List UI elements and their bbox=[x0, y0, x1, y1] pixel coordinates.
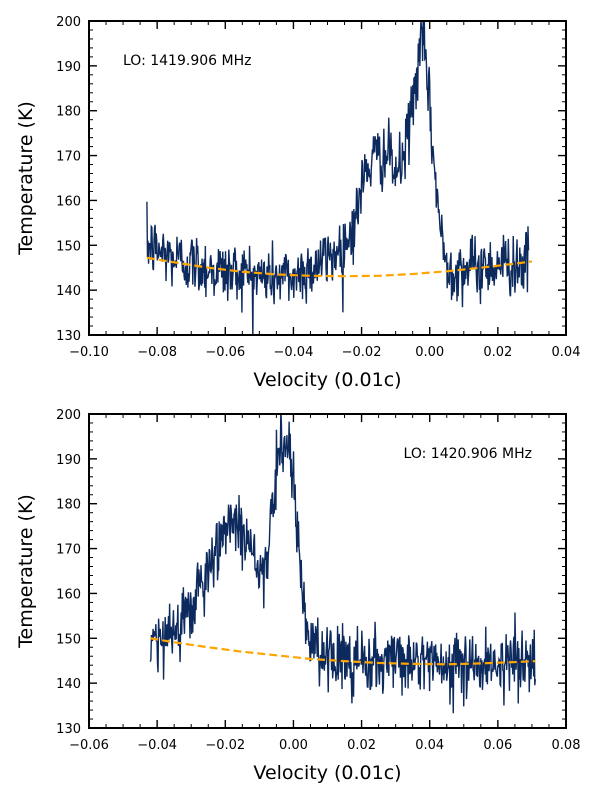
y-tick-label: 170 bbox=[56, 150, 81, 165]
y-tick-label: 200 bbox=[56, 408, 81, 423]
spectrum-line bbox=[149, 414, 537, 714]
x-tick-label: 0.00 bbox=[415, 345, 444, 360]
x-tick-label: −0.04 bbox=[274, 345, 314, 360]
y-tick-label: 160 bbox=[56, 587, 81, 602]
x-tick-label: −0.02 bbox=[342, 345, 382, 360]
x-tick-label: −0.06 bbox=[205, 345, 245, 360]
y-axis-title: Temperature (K) bbox=[15, 101, 37, 256]
y-tick-label: 130 bbox=[56, 329, 81, 344]
x-tick-label: 0.08 bbox=[552, 738, 581, 753]
y-tick-label: 200 bbox=[56, 15, 81, 30]
x-tick-label: 0.00 bbox=[279, 738, 308, 753]
y-tick-label: 190 bbox=[56, 60, 81, 75]
y-tick-label: 180 bbox=[56, 498, 81, 513]
x-tick-label: −0.02 bbox=[205, 738, 245, 753]
y-axis-title: Temperature (K) bbox=[15, 494, 37, 649]
x-tick-label: 0.02 bbox=[347, 738, 376, 753]
y-tick-label: 190 bbox=[56, 453, 81, 468]
x-axis-title: Velocity (0.01c) bbox=[253, 369, 401, 391]
x-tick-label: 0.04 bbox=[415, 738, 444, 753]
x-tick-label: −0.04 bbox=[137, 738, 177, 753]
top-spectrum-panel: −0.10 −0.08 −0.06 −0.04 −0.02 0.00 0.02 0.04 130… bbox=[15, 15, 580, 391]
x-tick-label: −0.06 bbox=[69, 738, 109, 753]
lo-frequency-annotation: LO: 1419.906 MHz bbox=[123, 53, 251, 69]
y-tick-label: 130 bbox=[56, 722, 81, 737]
baseline-fit-line bbox=[146, 256, 533, 278]
x-axis-title: Velocity (0.01c) bbox=[253, 762, 401, 784]
lo-frequency-annotation: LO: 1420.906 MHz bbox=[404, 446, 532, 462]
baseline-fit-line bbox=[150, 637, 536, 666]
y-tick-label: 180 bbox=[56, 105, 81, 120]
x-tick-label: 0.02 bbox=[483, 345, 512, 360]
x-tick-label: 0.04 bbox=[552, 345, 581, 360]
y-tick-label: 150 bbox=[56, 239, 81, 254]
x-tick-label: −0.08 bbox=[137, 345, 177, 360]
y-tick-label: 160 bbox=[56, 194, 81, 209]
y-tick-label: 150 bbox=[56, 632, 81, 647]
y-tick-label: 140 bbox=[56, 284, 81, 299]
x-tick-label: −0.10 bbox=[69, 345, 109, 360]
spectrum-line bbox=[146, 21, 530, 335]
y-tick-label: 170 bbox=[56, 543, 81, 558]
x-tick-label: 0.06 bbox=[483, 738, 512, 753]
bottom-spectrum-panel: −0.06 −0.04 −0.02 0.00 0.02 0.04 0.06 0.08 130 14… bbox=[15, 408, 580, 784]
y-tick-label: 140 bbox=[56, 677, 81, 692]
